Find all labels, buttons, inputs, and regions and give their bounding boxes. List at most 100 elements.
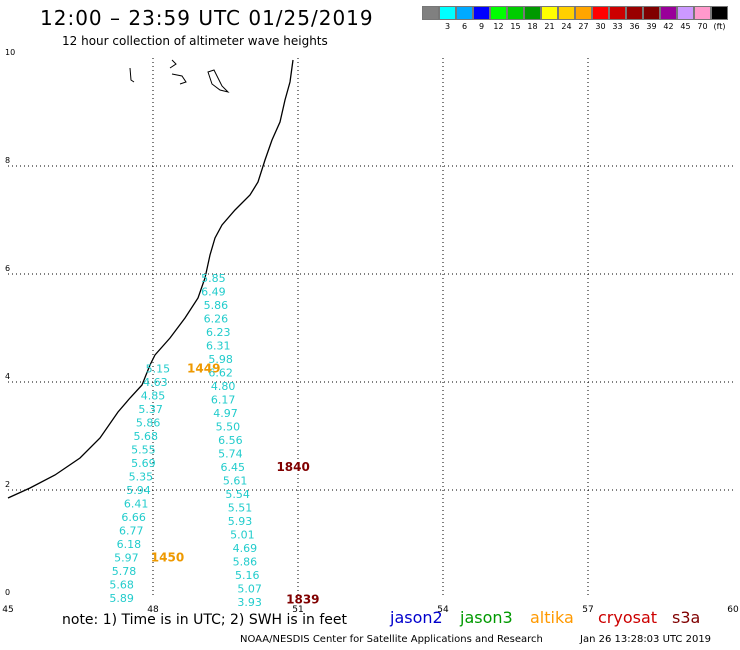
scale-label: 33 — [612, 22, 623, 31]
wave-height-value: 4.80 — [211, 380, 236, 393]
scale-label: 12 — [493, 22, 504, 31]
wave-height-value: 4.69 — [233, 542, 258, 555]
y-tick-label: 10 — [5, 48, 15, 57]
scale-label: 45 — [680, 22, 691, 31]
map-title: 12:00 – 23:59 UTC 01/25/2019 — [40, 6, 374, 30]
wave-height-value: 5.07 — [237, 583, 262, 596]
scale-swatch — [490, 6, 507, 20]
scale-swatch — [473, 6, 490, 20]
scale-swatch — [694, 6, 711, 20]
scale-label: 39 — [646, 22, 657, 31]
wave-height-value: 5.61 — [223, 475, 248, 488]
pass-time-label: 1449 — [187, 361, 220, 375]
map-subtitle: 12 hour collection of altimeter wave hei… — [62, 34, 328, 48]
y-tick-label: 4 — [5, 372, 10, 381]
wave-height-value: 6.26 — [204, 313, 229, 326]
scale-swatch — [660, 6, 677, 20]
wave-height-value: 5.86 — [233, 556, 258, 569]
wave-height-value: 6.66 — [121, 511, 146, 524]
y-tick-label: 2 — [5, 480, 10, 489]
scale-label: 24 — [561, 22, 572, 31]
scale-swatch — [558, 6, 575, 20]
color-scale: 3 6 9 12 15 18 21 24 27 30 33 36 39 42 45 70 (ft) — [422, 6, 728, 31]
wave-height-value: 5.93 — [228, 515, 253, 528]
wave-height-value: 4.97 — [213, 407, 238, 420]
wave-height-value: 5.68 — [134, 430, 159, 443]
pass-time-label: 1840 — [276, 460, 309, 474]
island-2 — [169, 59, 187, 85]
pass-time-label: 1450 — [151, 550, 184, 564]
wave-height-value: 4.85 — [141, 389, 166, 402]
scale-swatch — [711, 6, 728, 20]
wave-height-value: 6.49 — [201, 286, 226, 299]
x-tick-label: 48 — [147, 605, 159, 615]
footer-credit: NOAA/NESDIS Center for Satellite Applica… — [240, 634, 543, 645]
wave-height-value: 6.62 — [208, 367, 233, 380]
wave-height-value: 5.85 — [201, 272, 226, 285]
coastline — [7, 59, 294, 499]
y-tick-label: 6 — [5, 264, 10, 273]
wave-height-value: 3.93 — [237, 596, 262, 609]
wave-height-value: 5.98 — [208, 353, 233, 366]
wave-height-value: 6.17 — [211, 394, 236, 407]
scale-label: 70 — [697, 22, 708, 31]
scale-label: 9 — [478, 22, 485, 31]
scale-swatch — [507, 6, 524, 20]
x-tick-label: 51 — [292, 605, 303, 615]
scale-swatch — [575, 6, 592, 20]
scale-swatch — [456, 6, 473, 20]
island-3 — [207, 69, 230, 93]
legend-jason2: jason2 — [390, 608, 443, 627]
wave-height-value: 6.45 — [221, 461, 246, 474]
wave-height-value: 5.78 — [112, 565, 137, 578]
scale-label: 15 — [510, 22, 521, 31]
legend-s3a: s3a — [672, 608, 701, 627]
wave-height-value: 5.37 — [138, 403, 163, 416]
x-tick-label: 45 — [2, 605, 13, 615]
scale-swatch — [422, 6, 439, 20]
y-tick-label: 0 — [5, 588, 10, 597]
scale-label: 30 — [595, 22, 606, 31]
pass-time-label: 1839 — [286, 592, 319, 606]
scale-label: 3 — [444, 22, 451, 31]
legend-cryosat: cryosat — [598, 608, 658, 627]
wave-height-value: 5.86 — [204, 299, 229, 312]
wave-height-value: 6.41 — [124, 497, 149, 510]
x-tick-label: 57 — [582, 605, 593, 615]
scale-swatch — [439, 6, 456, 20]
wave-height-value: 5.50 — [216, 421, 241, 434]
wave-height-value: 5.94 — [126, 484, 151, 497]
wave-height-value: 5.51 — [228, 502, 253, 515]
scale-swatch — [677, 6, 694, 20]
wave-height-value: 5.69 — [131, 457, 156, 470]
wave-height-value: 6.31 — [206, 340, 231, 353]
scale-swatch — [592, 6, 609, 20]
wave-height-value: 5.86 — [136, 416, 161, 429]
wave-height-value: 5.55 — [131, 443, 156, 456]
wave-height-value: 6.18 — [117, 538, 142, 551]
x-tick-label: 60 — [727, 605, 739, 615]
y-tick-label: 8 — [5, 156, 10, 165]
scale-swatch — [524, 6, 541, 20]
scale-label: 42 — [663, 22, 674, 31]
wave-height-value: 5.74 — [218, 448, 243, 461]
scale-swatch — [626, 6, 643, 20]
scale-label: 27 — [578, 22, 589, 31]
wave-height-value: 6.56 — [218, 434, 243, 447]
scale-swatch — [609, 6, 626, 20]
wave-height-value: 5.89 — [109, 592, 134, 605]
wave-height-value: 4.63 — [143, 376, 168, 389]
wave-height-value: 5.15 — [146, 362, 171, 375]
wave-height-value: 6.23 — [206, 326, 231, 339]
island-1 — [129, 67, 135, 83]
scale-label: 21 — [544, 22, 555, 31]
footer-timestamp: Jan 26 13:28:03 UTC 2019 — [580, 634, 712, 645]
scale-label: 18 — [527, 22, 538, 31]
wave-height-value: 5.54 — [225, 488, 250, 501]
scale-label: (ft) — [713, 22, 726, 31]
scale-swatch — [643, 6, 660, 20]
legend-altika: altika — [530, 608, 574, 627]
wave-height-value: 5.01 — [230, 529, 255, 542]
